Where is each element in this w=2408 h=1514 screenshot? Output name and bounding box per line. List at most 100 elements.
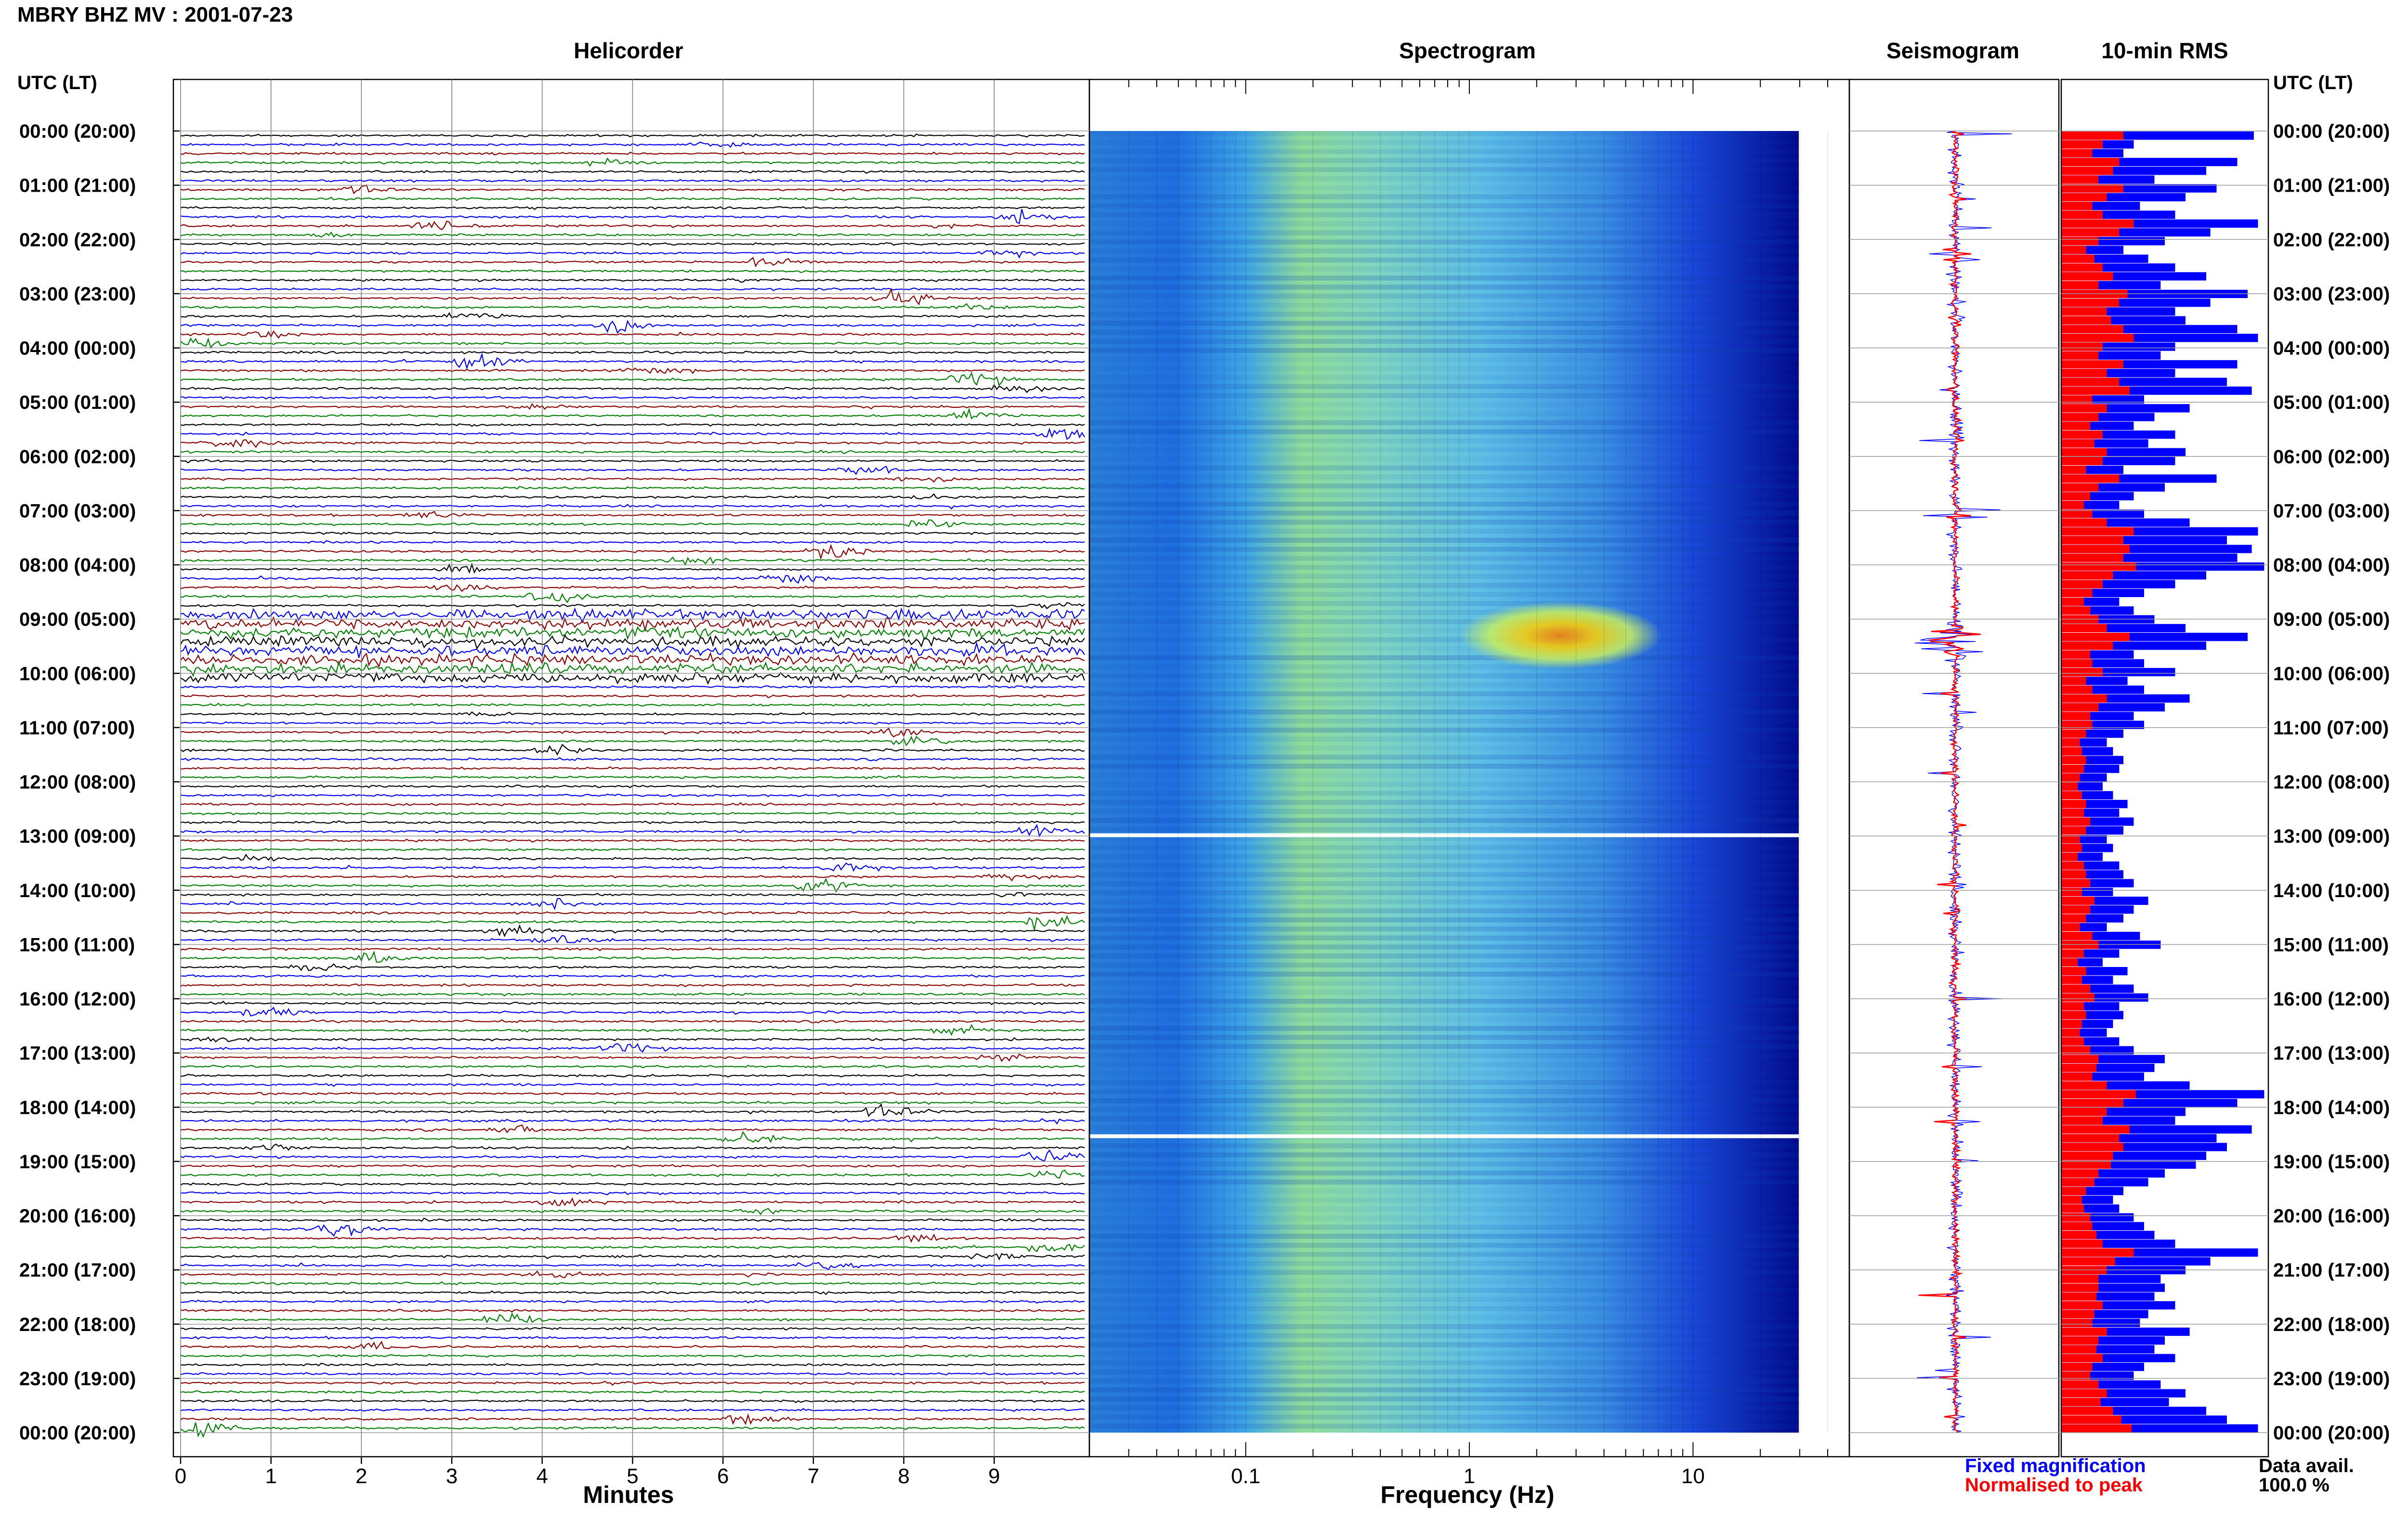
spectrogram-row <box>1089 854 1799 859</box>
rms-bar-peak <box>2061 157 2120 167</box>
spectrogram-row <box>1089 990 1799 995</box>
utc-tick-label-left: 14:00 (10:00) <box>19 880 136 901</box>
spectrogram-row <box>1089 953 1799 959</box>
rms-bar-peak <box>2061 905 2091 914</box>
spectrogram-row <box>1089 1116 1799 1122</box>
minute-tick-label: 0 <box>175 1464 186 1488</box>
rms-bar-peak <box>2061 747 2082 756</box>
rms-bar-peak <box>2061 870 2086 879</box>
spectrogram-row <box>1089 1315 1799 1320</box>
spectrogram-row <box>1089 547 1799 552</box>
spectrogram-row <box>1089 944 1799 950</box>
spectrogram-row <box>1089 700 1799 705</box>
rms-bar-peak <box>2061 1345 2097 1354</box>
rms-bar-peak <box>2061 791 2082 800</box>
minute-tick-label: 7 <box>808 1464 819 1488</box>
utc-tick-label-left: 19:00 (15:00) <box>19 1151 136 1173</box>
rms-bar-peak <box>2061 923 2080 931</box>
spectrogram-row <box>1089 1333 1799 1338</box>
rms-bar-peak <box>2061 597 2084 606</box>
spectrogram-row <box>1089 1342 1799 1347</box>
rms-bar-peak <box>2061 360 2123 369</box>
spectrogram-background <box>1089 131 1799 1433</box>
rms-bar-peak <box>2061 1063 2097 1072</box>
spectrogram-row <box>1089 140 1799 145</box>
spectrogram-row <box>1089 673 1799 679</box>
spectrogram-row <box>1089 1125 1799 1131</box>
spectrogram-row <box>1089 628 1799 633</box>
rms-bar-peak <box>2061 1134 2120 1143</box>
spectrogram-row <box>1089 447 1799 453</box>
spectrogram-row <box>1089 1062 1799 1067</box>
rms-bar-peak <box>2061 545 2130 553</box>
rms-bar-peak <box>2061 984 2091 993</box>
rms-bar-peak <box>2061 1037 2084 1046</box>
rms-bar-peak <box>2061 1283 2099 1292</box>
utc-tick-label-left: 13:00 (09:00) <box>19 826 136 847</box>
rms-bar-peak <box>2061 378 2120 386</box>
rms-bar-peak <box>2061 237 2099 246</box>
rms-frame <box>2060 78 2269 1458</box>
spectrogram-row <box>1089 1080 1799 1085</box>
rms-bar-peak <box>2061 430 2103 439</box>
spectrogram-row <box>1089 1035 1799 1040</box>
rms-bar-peak <box>2061 263 2103 272</box>
rms-bar-peak <box>2061 1125 2130 1134</box>
rms-bar-peak <box>2061 281 2099 289</box>
utc-tick-label-left: 00:00 (20:00) <box>19 1423 136 1444</box>
legend-normalised-to-peak: Normalised to peak <box>1965 1475 2143 1496</box>
utc-tick-label-left: 12:00 (08:00) <box>19 772 136 793</box>
frequency-tick-label: 1 <box>1464 1464 1475 1488</box>
rms-bar-peak <box>2061 369 2107 378</box>
rms-bar-peak <box>2061 193 2107 202</box>
utc-tick-label-right: 18:00 (14:00) <box>2273 1097 2390 1118</box>
spectrogram-row <box>1089 1089 1799 1095</box>
minute-tick-label: 4 <box>537 1464 548 1488</box>
spectrogram-row <box>1089 492 1799 498</box>
seismogram-title: Seismogram <box>1886 38 2020 63</box>
rms-bar-peak <box>2061 1310 2094 1318</box>
rms-bar-peak <box>2061 1371 2091 1380</box>
rms-bar-peak <box>2061 1169 2099 1178</box>
rms-bars <box>2061 131 2264 1433</box>
rms-bar-peak <box>2061 246 2086 254</box>
utc-tick-label-right: 23:00 (19:00) <box>2273 1368 2390 1389</box>
utc-tick-label-left: 11:00 (07:00) <box>19 718 135 739</box>
rms-bar-peak <box>2061 167 2113 175</box>
spectrogram-row <box>1089 691 1799 697</box>
spectrogram-row <box>1089 809 1799 814</box>
spectrogram-title: Spectrogram <box>1399 38 1536 63</box>
spectrogram-row <box>1089 275 1799 281</box>
frequency-tick-label: 10 <box>1681 1464 1705 1488</box>
rms-bar-peak <box>2061 773 2080 782</box>
rms-bar-peak <box>2061 782 2078 791</box>
utc-tick-label-left: 01:00 (21:00) <box>19 175 136 196</box>
spectrogram-row <box>1089 1071 1799 1076</box>
utc-tick-label-left: 15:00 (11:00) <box>19 934 135 955</box>
minute-tick-label: 8 <box>898 1464 909 1488</box>
utc-tick-label-left: 22:00 (18:00) <box>19 1314 136 1335</box>
rms-bar-peak <box>2061 826 2086 835</box>
spectrogram-row <box>1089 1197 1799 1203</box>
rms-bar-peak <box>2061 1407 2113 1415</box>
rms-bar-peak <box>2061 756 2086 764</box>
rms-bar-peak <box>2061 668 2103 677</box>
utc-tick-label-right: 13:00 (09:00) <box>2273 826 2390 847</box>
spectrogram-row <box>1089 257 1799 263</box>
spectrogram-row <box>1089 619 1799 624</box>
spectrogram-row <box>1089 863 1799 868</box>
utc-axis-label-left: UTC (LT) <box>17 72 97 93</box>
spectrogram-data-gap <box>1089 1134 1799 1138</box>
spectrogram-row <box>1089 845 1799 850</box>
rms-bar-peak <box>2061 1222 2093 1230</box>
rms-bar-peak <box>2061 466 2086 474</box>
rms-bar-peak <box>2061 1248 2134 1257</box>
spectrogram-row <box>1089 149 1799 154</box>
spectrogram-row <box>1089 384 1799 389</box>
rms-bar-peak <box>2061 580 2103 588</box>
rms-bar-peak <box>2061 307 2107 316</box>
rms-bar-peak <box>2061 386 2130 395</box>
spectrogram-row <box>1089 357 1799 362</box>
rms-bar-peak <box>2061 536 2123 545</box>
spectrogram-row <box>1089 1306 1799 1311</box>
